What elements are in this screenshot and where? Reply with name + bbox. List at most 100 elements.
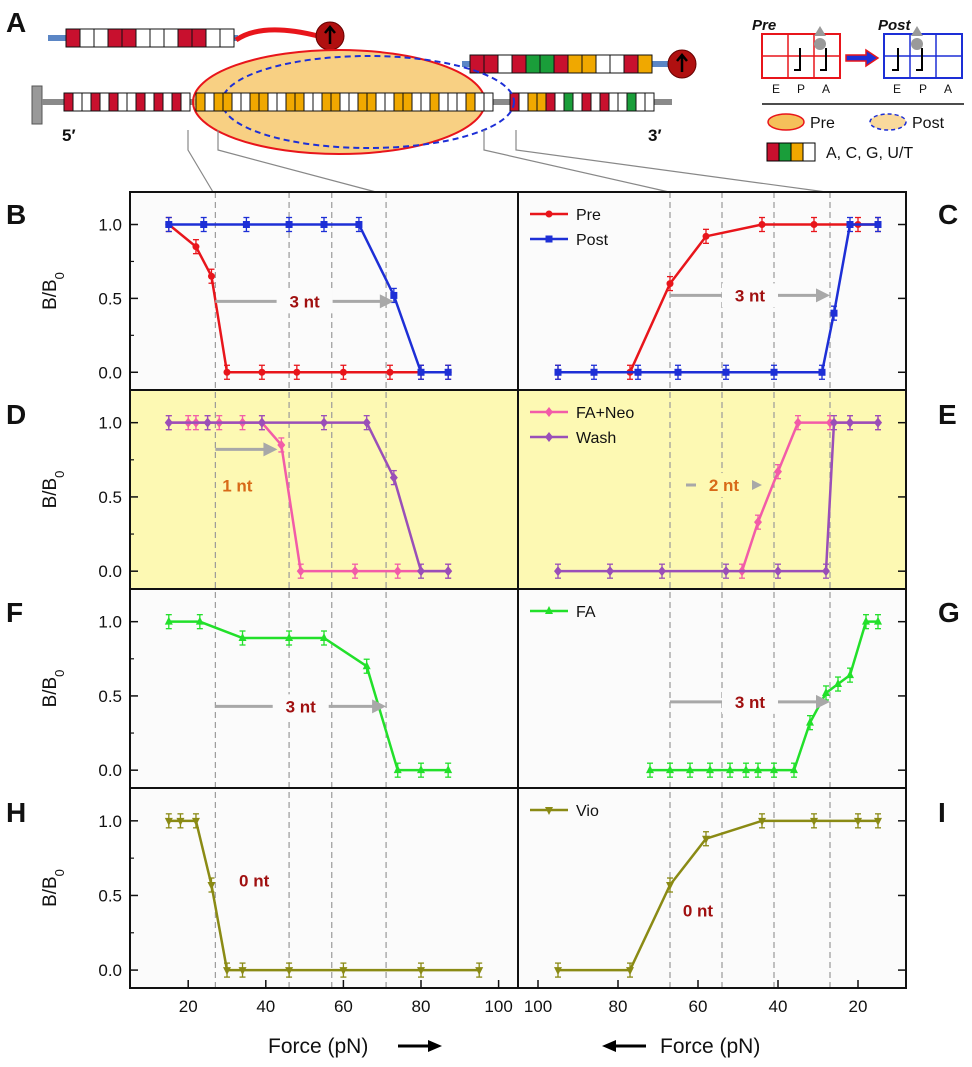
base-box (153, 92, 164, 112)
data-point (874, 817, 882, 826)
panel-f-plot: 3 nt (164, 614, 453, 778)
data-point (339, 967, 348, 976)
site-a-pre: A (822, 82, 830, 96)
pre-post-diagram: Pre Post E P A E P A (752, 17, 964, 162)
data-point (830, 417, 838, 428)
base-box (525, 54, 541, 74)
data-point (658, 566, 666, 577)
panel-background-h (130, 788, 518, 988)
panel-label-b: B (6, 199, 26, 230)
base-box (497, 54, 513, 74)
data-point (203, 417, 212, 428)
data-point (165, 221, 173, 229)
data-point (444, 765, 453, 774)
data-point (818, 368, 826, 376)
base-box (545, 92, 556, 112)
y-tick-label: 0.0 (98, 562, 122, 581)
base-box (99, 92, 110, 112)
data-point (862, 616, 870, 625)
base-box (240, 92, 251, 112)
panel-d-plot: 1 nt (164, 415, 453, 579)
data-point (192, 243, 200, 251)
data-point (545, 432, 553, 442)
panel-label-h: H (6, 797, 26, 828)
data-point (545, 235, 553, 243)
legend-bases-label: A, C, G, U/T (826, 145, 913, 162)
data-point (646, 765, 654, 774)
base-box (635, 92, 646, 112)
data-point (770, 765, 778, 774)
connector-lines (187, 130, 827, 193)
base-box (171, 92, 182, 112)
base-box (195, 92, 206, 112)
x-tick-label: 80 (412, 997, 431, 1016)
data-point (285, 967, 294, 976)
base-box (483, 54, 499, 74)
data-point (164, 616, 173, 625)
y-tick-label: 0.5 (98, 886, 122, 905)
arrow-head-icon (263, 442, 278, 457)
base-box (135, 28, 151, 48)
base-box (303, 92, 314, 112)
base-box (205, 28, 221, 48)
site-e-pre: E (772, 82, 780, 96)
x-axis-label-left: Force (pN) (268, 1035, 368, 1058)
base-box (465, 92, 476, 112)
x-tick-label: 80 (609, 997, 628, 1016)
panel-label-d: D (6, 399, 26, 430)
base-box (294, 92, 305, 112)
base-box (429, 92, 440, 112)
base-box (511, 54, 527, 74)
data-point (702, 835, 710, 844)
base-box (321, 92, 332, 112)
surface-anchor (31, 85, 43, 125)
base-box (180, 92, 191, 112)
data-point (846, 221, 854, 229)
data-point (258, 368, 266, 376)
base-box (72, 92, 83, 112)
site-a-post: A (944, 82, 952, 96)
base-box (121, 28, 137, 48)
data-point (164, 817, 173, 826)
base-box (79, 28, 95, 48)
base-box (469, 54, 485, 74)
base-box (231, 92, 242, 112)
base-box (135, 92, 146, 112)
data-point (666, 882, 674, 891)
mrna-bases-right (469, 54, 653, 74)
legend-label: FA+Neo (576, 405, 634, 422)
data-point (810, 817, 818, 826)
series-line-pre (168, 223, 449, 374)
base-box (339, 92, 350, 112)
panel-label-f: F (6, 597, 23, 628)
data-point (754, 765, 762, 774)
shift-label: 0 nt (683, 901, 714, 920)
x-axis-label-right: Force (pN) (660, 1035, 760, 1058)
data-point (722, 566, 730, 577)
data-point (666, 765, 674, 774)
five-prime-label: 5′ (62, 126, 76, 145)
dashed-guide-lines (214, 192, 831, 988)
y-tick-label: 0.0 (98, 761, 122, 780)
base-box (204, 92, 215, 112)
left-arrow-icon (602, 1040, 646, 1052)
base-box (65, 28, 81, 48)
base-box (553, 54, 569, 74)
y-tick-label: 0.5 (98, 488, 122, 507)
data-point (822, 566, 830, 577)
panel-label-a: A (6, 7, 26, 38)
data-point (874, 221, 882, 229)
base-box (117, 92, 128, 112)
base-box (644, 92, 655, 112)
panel-label-e: E (938, 399, 957, 430)
panel-e-plot: FA+Neo Wash 2 nt (530, 405, 882, 579)
shift-label: 1 nt (222, 476, 253, 495)
data-point (846, 670, 854, 679)
data-point (666, 280, 674, 288)
base-box (474, 92, 485, 112)
up-arrow-icon (324, 25, 336, 44)
data-point (351, 566, 360, 577)
shift-label: 3 nt (735, 286, 766, 305)
base-box (411, 92, 422, 112)
data-point (164, 417, 173, 428)
